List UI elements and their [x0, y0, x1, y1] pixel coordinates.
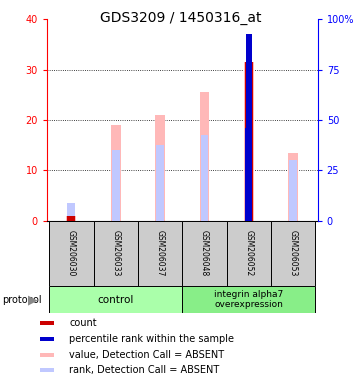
Text: GSM206052: GSM206052	[244, 230, 253, 276]
Text: GSM206030: GSM206030	[67, 230, 76, 276]
Text: GSM206033: GSM206033	[111, 230, 120, 276]
Bar	[40, 368, 53, 372]
Text: GSM206048: GSM206048	[200, 230, 209, 276]
Bar	[182, 221, 227, 286]
Text: protocol: protocol	[2, 295, 42, 305]
Bar	[93, 221, 138, 286]
Bar	[68, 203, 75, 221]
Bar	[182, 286, 316, 313]
Bar	[200, 92, 209, 221]
Bar	[66, 216, 76, 221]
Bar	[245, 62, 253, 221]
Text: rank, Detection Call = ABSENT: rank, Detection Call = ABSENT	[69, 365, 219, 376]
Text: GSM206037: GSM206037	[156, 230, 165, 276]
Bar	[155, 115, 165, 221]
Text: GSM206053: GSM206053	[289, 230, 298, 276]
Text: GDS3209 / 1450316_at: GDS3209 / 1450316_at	[100, 11, 261, 25]
Bar	[271, 221, 316, 286]
Text: control: control	[97, 295, 134, 305]
Bar	[111, 125, 121, 221]
Bar	[244, 62, 254, 221]
Bar	[227, 221, 271, 286]
Text: integrin alpha7
overexpression: integrin alpha7 overexpression	[214, 290, 283, 309]
Text: ▶: ▶	[28, 293, 37, 306]
Text: count: count	[69, 318, 97, 328]
Bar	[156, 145, 164, 221]
Bar	[246, 34, 252, 130]
Bar	[40, 337, 53, 341]
Bar	[49, 221, 93, 286]
Bar	[289, 161, 297, 221]
Bar	[49, 286, 182, 313]
Bar	[68, 216, 75, 221]
Bar	[288, 153, 298, 221]
Bar	[245, 127, 252, 221]
Text: value, Detection Call = ABSENT: value, Detection Call = ABSENT	[69, 350, 225, 360]
Bar	[245, 127, 253, 221]
Text: percentile rank within the sample: percentile rank within the sample	[69, 334, 234, 344]
Bar	[112, 150, 120, 221]
Bar	[40, 353, 53, 357]
Bar	[138, 221, 182, 286]
Bar	[200, 135, 209, 221]
Bar	[40, 321, 53, 326]
